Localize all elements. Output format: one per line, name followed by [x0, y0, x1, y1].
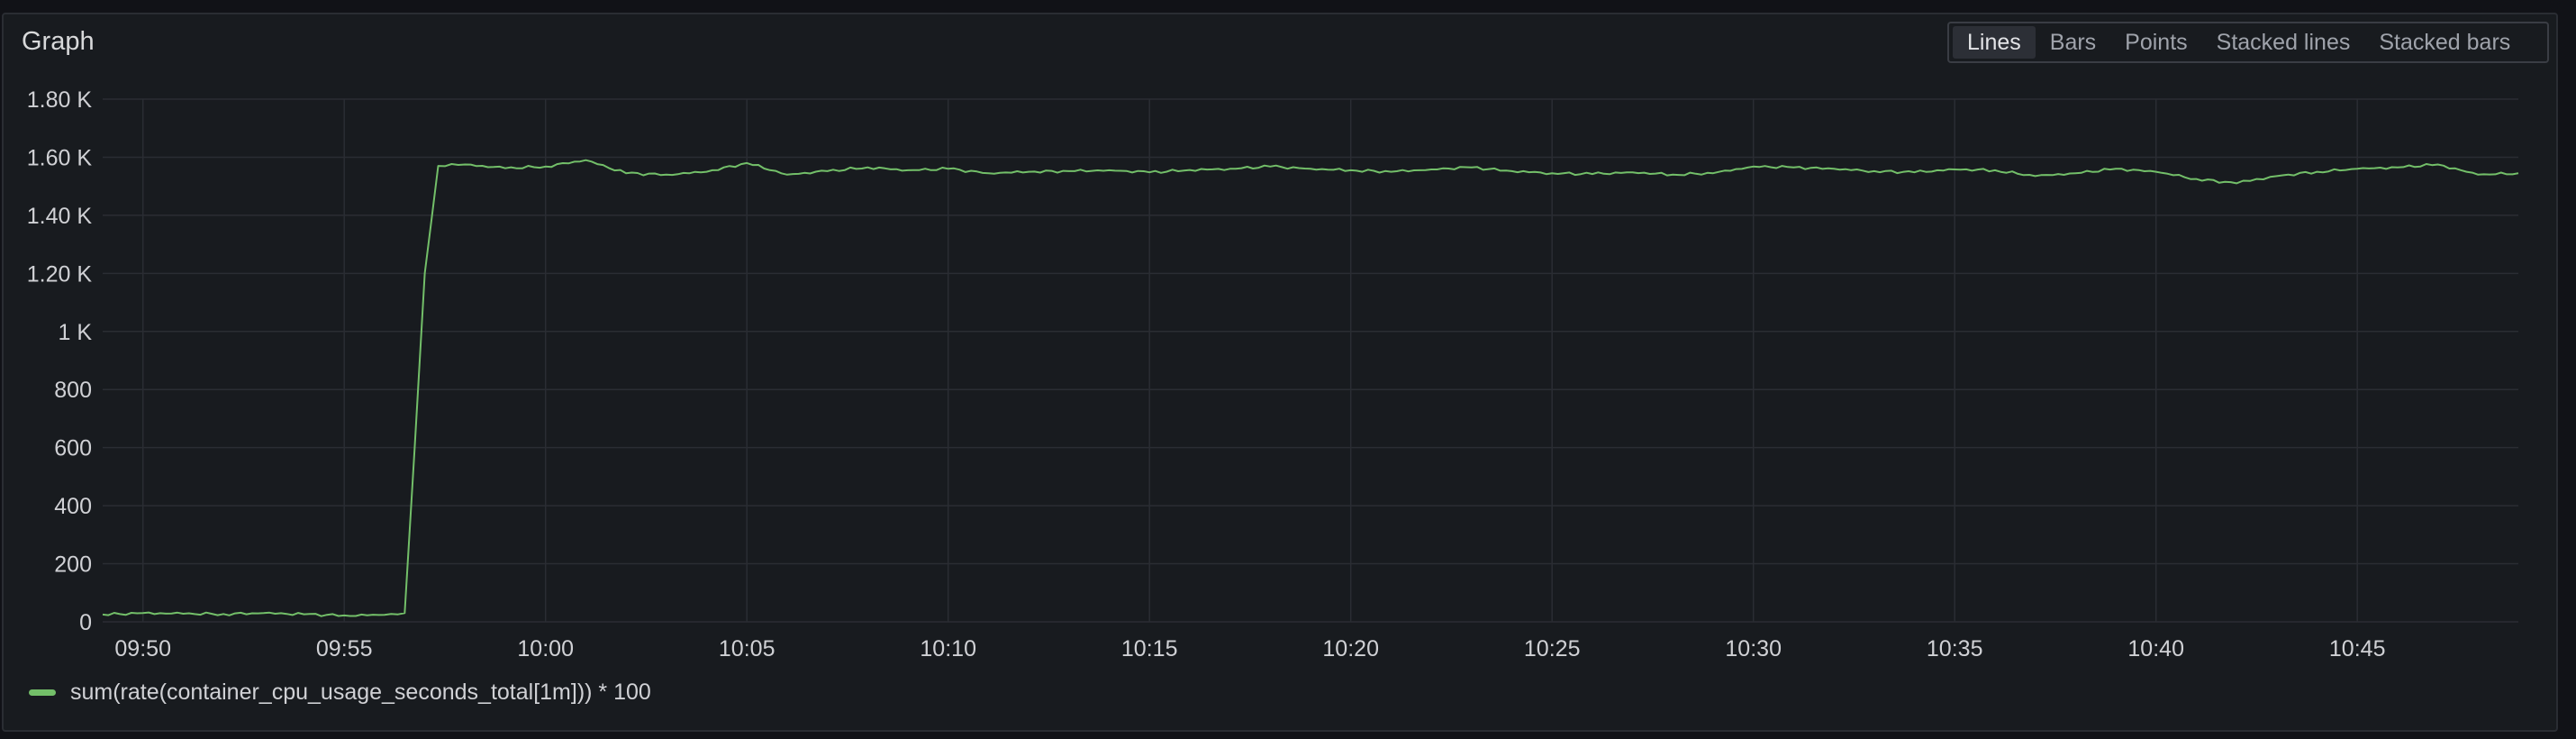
x-tick-label: 10:20: [1322, 636, 1379, 661]
visualization-switcher: Lines Bars Points Stacked lines Stacked …: [1947, 22, 2549, 63]
x-tick-label: 09:50: [114, 636, 171, 661]
x-tick-label: 10:45: [2329, 636, 2386, 661]
x-tick-label: 09:55: [316, 636, 373, 661]
viz-option-lines[interactable]: Lines: [1953, 26, 2036, 59]
legend-swatch[interactable]: [29, 689, 56, 696]
y-tick-label: 1.80 K: [27, 87, 93, 113]
y-tick-label: 600: [54, 436, 92, 461]
x-tick-label: 10:30: [1725, 636, 1782, 661]
y-tick-label: 1.60 K: [27, 145, 93, 170]
x-tick-label: 10:25: [1524, 636, 1581, 661]
panel-title: Graph: [22, 27, 95, 56]
x-tick-label: 10:00: [517, 636, 574, 661]
y-tick-label: 1.20 K: [27, 261, 93, 287]
x-tick-label: 10:35: [1927, 636, 1983, 661]
y-tick-label: 1 K: [58, 320, 92, 345]
legend-label-series-0[interactable]: sum(rate(container_cpu_usage_seconds_tot…: [70, 680, 651, 705]
x-tick-label: 10:10: [920, 636, 976, 661]
line-chart[interactable]: 0 200 400 600 800 1 K 1.20 K 1.40 K 1.60 K 1.80 K…: [4, 14, 2556, 730]
x-tick-label: 10:40: [2127, 636, 2184, 661]
y-tick-label: 400: [54, 494, 92, 519]
viz-option-stacked-bars[interactable]: Stacked bars: [2379, 30, 2511, 55]
graph-panel: Graph Lines Bars Points Stacked lines St…: [2, 13, 2558, 732]
viz-option-points[interactable]: Points: [2125, 30, 2188, 55]
y-tick-label: 800: [54, 378, 92, 403]
y-tick-label: 1.40 K: [27, 204, 93, 229]
x-tick-label: 10:05: [719, 636, 776, 661]
series-line-0[interactable]: [102, 159, 2519, 617]
legend: sum(rate(container_cpu_usage_seconds_tot…: [29, 680, 651, 706]
y-tick-label: 200: [54, 552, 92, 578]
x-tick-label: 10:15: [1121, 636, 1178, 661]
viz-option-bars[interactable]: Bars: [2049, 30, 2097, 55]
y-tick-label: 0: [79, 610, 92, 635]
viz-option-stacked-lines[interactable]: Stacked lines: [2216, 30, 2351, 55]
